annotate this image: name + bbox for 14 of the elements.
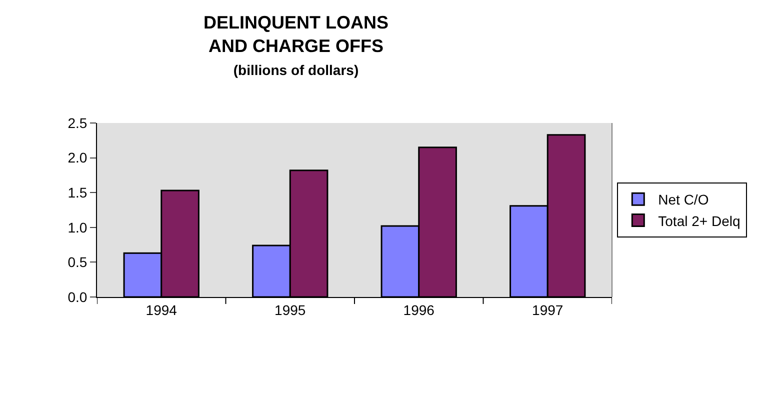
y-tick-label: 1.5 — [68, 184, 88, 200]
x-tick-label: 1994 — [146, 302, 178, 318]
x-tick-label: 1995 — [274, 302, 306, 318]
x-tick-label: 1997 — [532, 302, 564, 318]
y-tick-label: 0.0 — [68, 288, 88, 305]
y-tick-label: 2.5 — [68, 114, 88, 131]
chart-title: DELINQUENT LOANS AND CHARGE OFFS — [204, 12, 389, 56]
y-tick-label: 0.5 — [68, 254, 88, 270]
legend-label: Net C/O — [658, 192, 709, 208]
legend-label: Total 2+ Delq — [658, 212, 740, 229]
y-tick-label: 2.0 — [68, 150, 88, 166]
chart-subtitle: (billions of dollars) — [233, 62, 359, 78]
y-tick-label: 1.0 — [68, 219, 88, 236]
x-tick-label: 1996 — [403, 302, 435, 318]
